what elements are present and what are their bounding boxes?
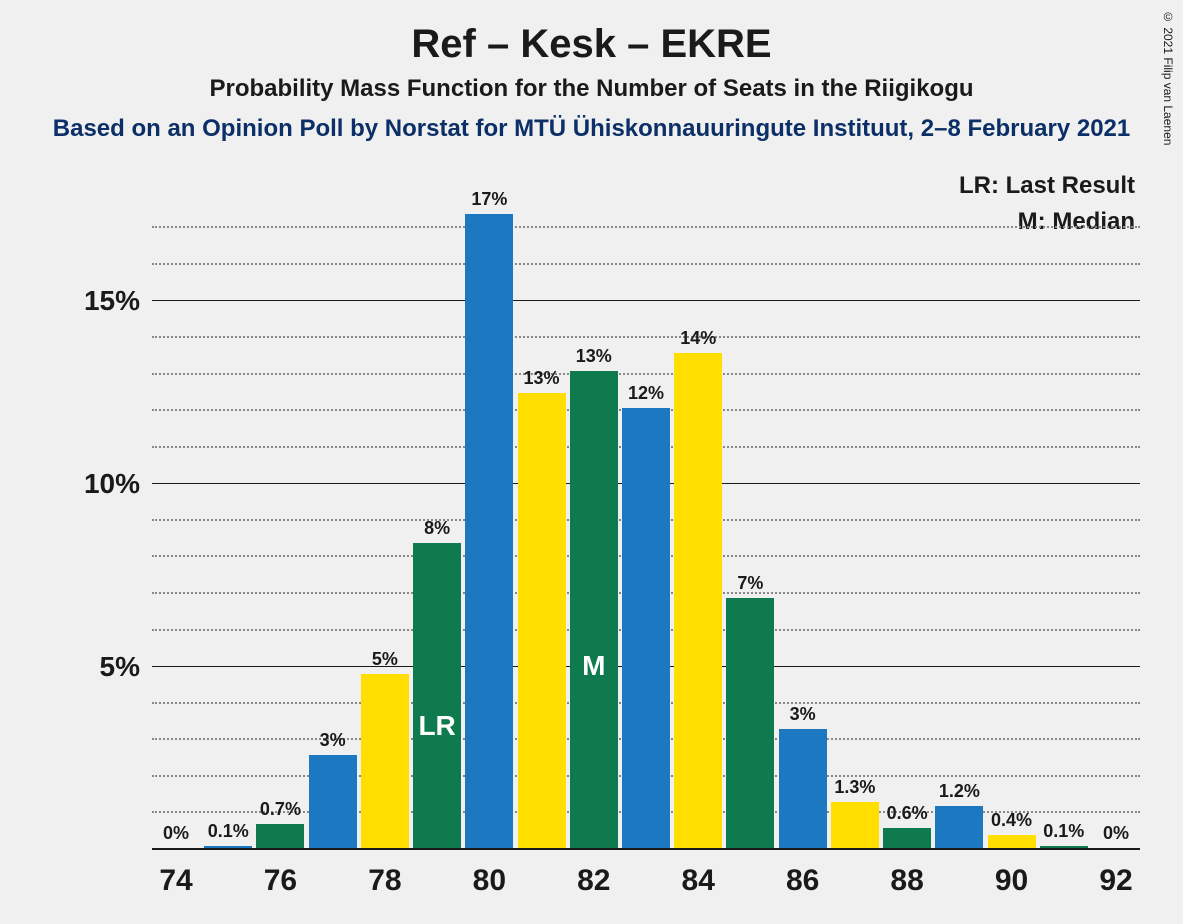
x-tick-label: 84: [682, 864, 715, 898]
bar-group: 14%: [674, 210, 722, 850]
bar: [570, 371, 618, 850]
bar-group: 0.1%: [1040, 210, 1088, 850]
baseline: [152, 848, 1140, 850]
bar-group: 3%: [779, 210, 827, 850]
bar-value-label: 0.1%: [204, 821, 252, 842]
bar-group: 0%: [152, 210, 200, 850]
bar: [622, 408, 670, 851]
bar: [883, 828, 931, 850]
bar-group: 12%: [622, 210, 670, 850]
bar-group: 3%: [309, 210, 357, 850]
bar-group: 13% M: [570, 210, 618, 850]
y-tick-label: 5%: [100, 651, 140, 683]
bar-value-label: 7%: [726, 573, 774, 594]
y-tick-label: 10%: [84, 468, 140, 500]
x-tick-label: 82: [577, 864, 610, 898]
bar-group: 5%: [361, 210, 409, 850]
bar-value-label: 3%: [309, 730, 357, 751]
bar-value-label: 8%: [413, 518, 461, 539]
marker-last-result: LR: [413, 710, 461, 742]
x-tick-label: 76: [264, 864, 297, 898]
x-tick-label: 90: [995, 864, 1028, 898]
bar: [465, 214, 513, 850]
bar-group: 17%: [465, 210, 513, 850]
bar-group: 13%: [518, 210, 566, 850]
x-tick-label: 88: [890, 864, 923, 898]
x-tick-label: 86: [786, 864, 819, 898]
x-tick-label: 80: [473, 864, 506, 898]
bar: [309, 755, 357, 850]
bar-value-label: 0.4%: [988, 810, 1036, 831]
bar: [831, 802, 879, 850]
bar-value-label: 13%: [570, 346, 618, 367]
bar-value-label: 1.2%: [935, 781, 983, 802]
bar-value-label: 0.7%: [256, 799, 304, 820]
bar-group: 0.7%: [256, 210, 304, 850]
bar-value-label: 14%: [674, 328, 722, 349]
legend-lr: LR: Last Result: [959, 168, 1135, 204]
y-tick-label: 15%: [84, 285, 140, 317]
plot-area: 5%10%15% 0%0.1%0.7%3%5%8%LR17%13%13%M12%…: [152, 210, 1140, 850]
bar-value-label: 1.3%: [831, 777, 879, 798]
bar-group: 0.6%: [883, 210, 931, 850]
marker-median: M: [570, 650, 618, 682]
chart-source: Based on an Opinion Poll by Norstat for …: [0, 115, 1183, 143]
bar: [413, 543, 461, 850]
bar-group: 8% LR: [413, 210, 461, 850]
bar-value-label: 12%: [622, 383, 670, 404]
bar-value-label: 3%: [779, 704, 827, 725]
bar-group: 0.4%: [988, 210, 1036, 850]
bar-group: 1.3%: [831, 210, 879, 850]
bar-value-label: 0.1%: [1040, 821, 1088, 842]
bar: [779, 729, 827, 850]
bar: [674, 353, 722, 850]
bar-value-label: 0.6%: [883, 803, 931, 824]
x-tick-label: 74: [159, 864, 192, 898]
copyright-text: © 2021 Filip van Laenen: [1161, 10, 1175, 145]
bar-group: 0%: [1092, 210, 1140, 850]
bar: [256, 824, 304, 850]
chart-title: Ref – Kesk – EKRE: [0, 0, 1183, 67]
bar: [518, 393, 566, 850]
bar-value-label: 13%: [518, 368, 566, 389]
bar-group: 1.2%: [935, 210, 983, 850]
bar-value-label: 5%: [361, 649, 409, 670]
bar: [361, 674, 409, 850]
bar-container: 0%0.1%0.7%3%5%8%LR17%13%13%M12%14%7%3%1.…: [152, 210, 1140, 850]
chart-subtitle: Probability Mass Function for the Number…: [0, 75, 1183, 103]
x-tick-label: 92: [1099, 864, 1132, 898]
bar-value-label: 0%: [1092, 823, 1140, 844]
bar-group: 0.1%: [204, 210, 252, 850]
bar: [726, 598, 774, 850]
bar: [935, 806, 983, 850]
bar-value-label: 17%: [465, 189, 513, 210]
x-tick-label: 78: [368, 864, 401, 898]
bar-group: 7%: [726, 210, 774, 850]
bar-value-label: 0%: [152, 823, 200, 844]
